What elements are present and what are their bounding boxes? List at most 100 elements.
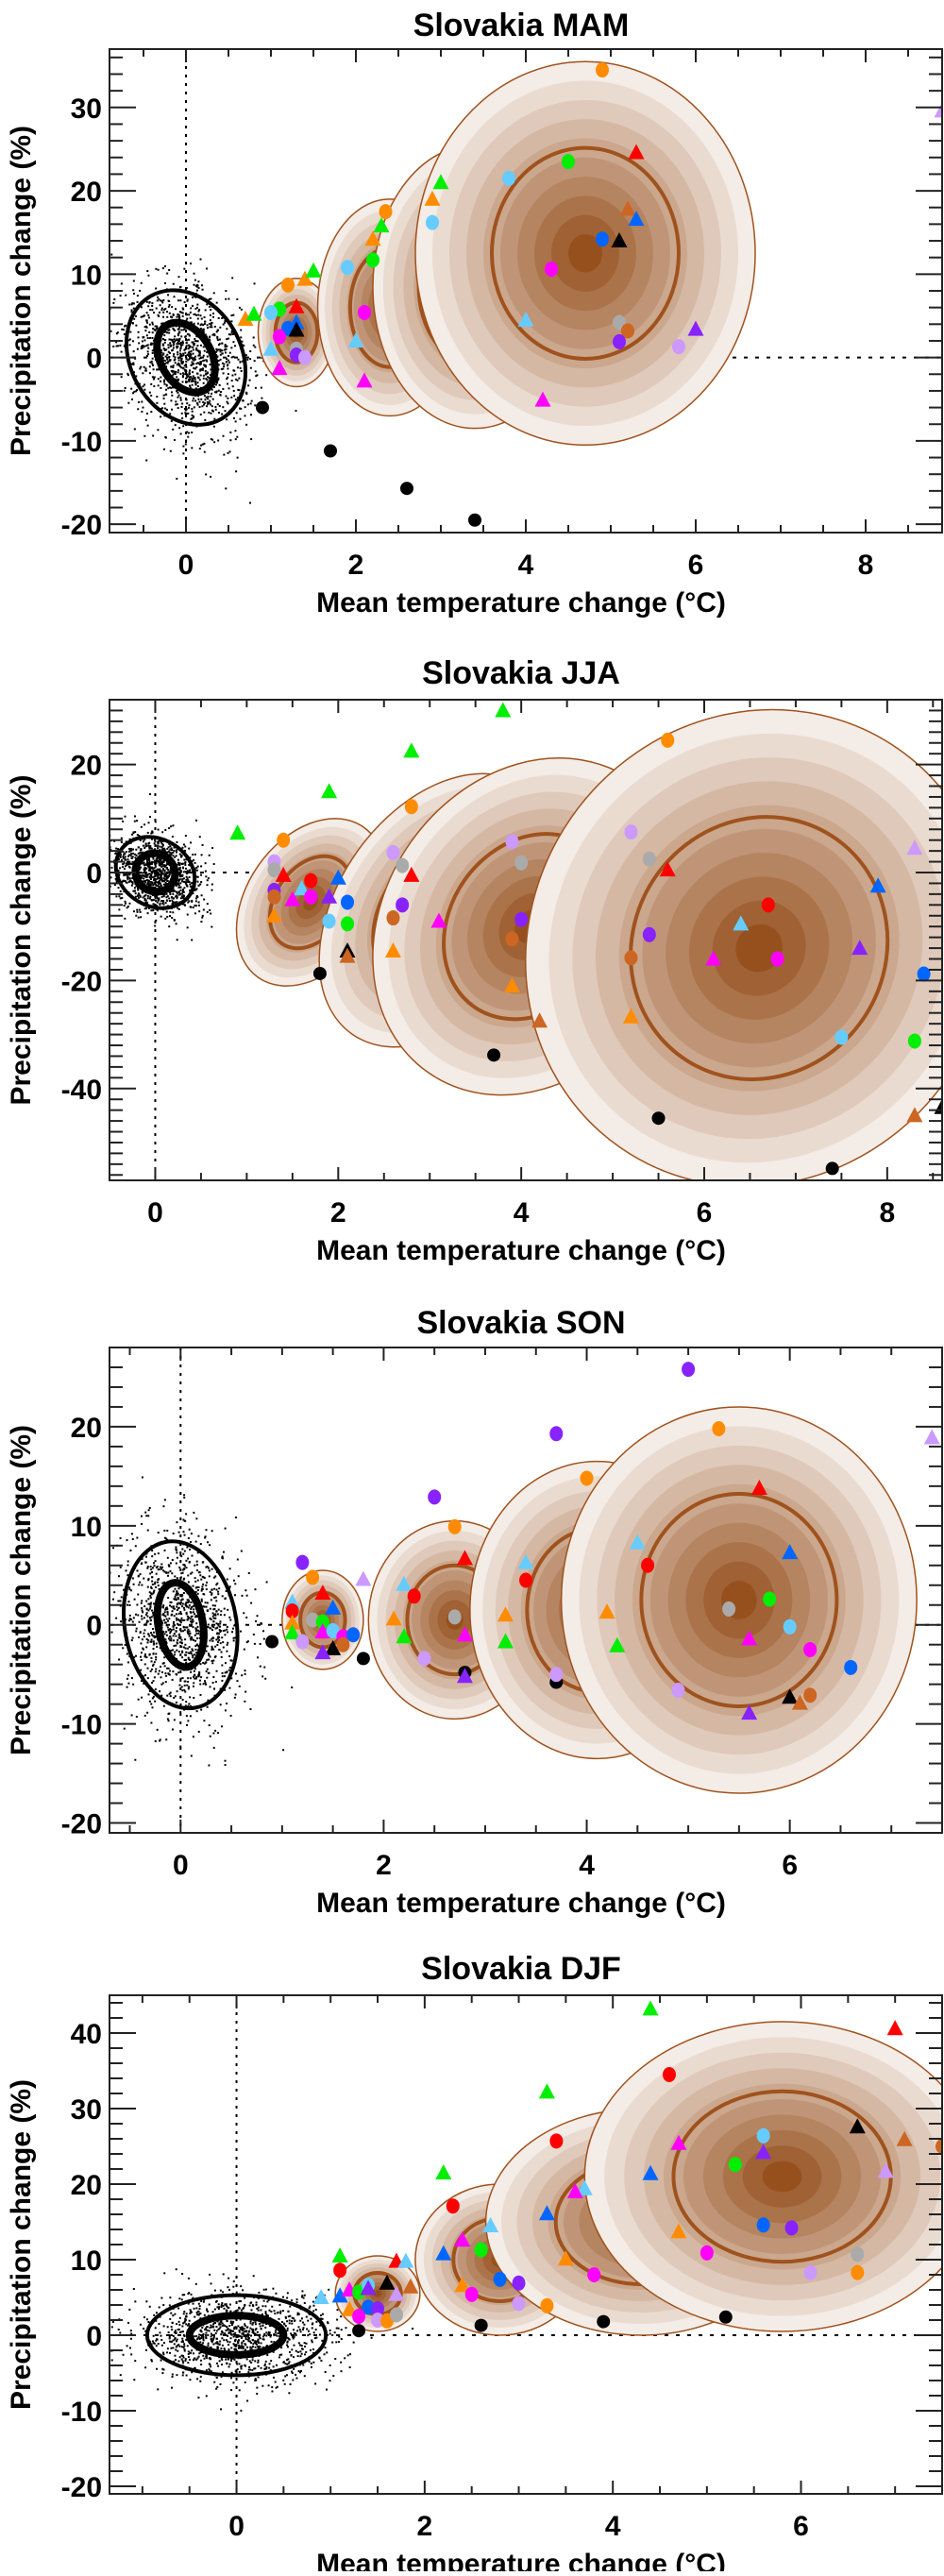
variability-sample-dot	[216, 381, 218, 383]
variability-sample-dot	[196, 1564, 198, 1566]
variability-sample-dot	[143, 823, 145, 825]
marker-circle-grey	[267, 862, 280, 877]
variability-sample-dot	[169, 849, 171, 851]
variability-sample-dot	[214, 1730, 216, 1732]
variability-sample-dot	[144, 330, 146, 331]
variability-sample-dot	[154, 840, 156, 842]
variability-sample-dot	[148, 302, 150, 304]
variability-sample-dot	[184, 1685, 186, 1686]
variability-sample-dot	[175, 424, 177, 426]
variability-sample-dot	[132, 1637, 134, 1639]
variability-sample-dot	[149, 793, 151, 795]
variability-sample-dot	[189, 345, 191, 347]
variability-sample-dot	[184, 348, 186, 350]
variability-sample-dot	[146, 270, 148, 272]
variability-sample-dot	[167, 1713, 169, 1715]
variability-sample-dot	[150, 874, 152, 876]
variability-sample-dot	[140, 2324, 142, 2326]
variability-sample-dot	[141, 1516, 143, 1517]
variability-sample-dot	[152, 323, 154, 325]
y-tick-label: 20	[71, 751, 102, 782]
variability-sample-dot	[249, 2360, 251, 2362]
variability-sample-dot	[140, 1669, 142, 1671]
variability-sample-dot	[178, 864, 180, 866]
variability-sample-dot	[152, 331, 154, 333]
variability-sample-dot	[184, 846, 186, 848]
variability-sample-dot	[172, 349, 174, 351]
variability-sample-dot	[216, 302, 218, 304]
variability-sample-dot	[222, 1675, 224, 1677]
variability-sample-dot	[324, 2353, 326, 2355]
variability-sample-dot	[212, 1649, 214, 1651]
variability-sample-dot	[173, 364, 175, 366]
variability-sample-dot	[160, 1666, 161, 1668]
variability-sample-dot	[172, 1729, 174, 1731]
variability-sample-dot	[190, 907, 192, 908]
variability-sample-dot	[104, 888, 106, 890]
variability-sample-dot	[180, 1602, 182, 1603]
variability-sample-dot	[212, 316, 214, 318]
variability-sample-dot	[104, 871, 106, 873]
variability-sample-dot	[158, 378, 160, 380]
variability-sample-dot	[99, 390, 101, 392]
variability-sample-dot	[157, 297, 159, 298]
variability-sample-dot	[135, 849, 137, 851]
variability-sample-dot	[200, 363, 202, 364]
variability-sample-dot	[215, 1638, 217, 1640]
variability-sample-dot	[211, 1649, 212, 1651]
variability-sample-dot	[181, 1689, 183, 1691]
variability-sample-dot	[110, 254, 112, 256]
variability-sample-dot	[206, 1588, 208, 1590]
variability-sample-dot	[130, 2330, 132, 2331]
variability-sample-dot	[181, 402, 183, 404]
variability-sample-dot	[136, 389, 138, 391]
marker-circle-lavender	[549, 1667, 563, 1682]
variability-sample-dot	[166, 1530, 168, 1532]
variability-sample-dot	[162, 299, 164, 301]
variability-sample-dot	[341, 2329, 343, 2330]
variability-sample-dot	[194, 1670, 195, 1672]
variability-sample-dot	[145, 1515, 147, 1517]
variability-sample-dot	[194, 367, 196, 369]
variability-sample-dot	[175, 308, 177, 310]
variability-sample-dot	[180, 1613, 182, 1615]
variability-sample-dot	[248, 2330, 250, 2332]
variability-sample-dot	[194, 1674, 195, 1676]
variability-sample-dot	[236, 412, 238, 414]
variability-sample-dot	[171, 306, 173, 308]
variability-sample-dot	[194, 1635, 196, 1636]
variability-sample-dot	[177, 1593, 179, 1595]
variability-sample-dot	[177, 2308, 179, 2310]
variability-sample-dot	[197, 1589, 199, 1591]
variability-sample-dot	[299, 2320, 301, 2322]
plot-area	[89, 1995, 944, 2494]
variability-sample-dot	[177, 1623, 178, 1625]
y-tick-label: 20	[71, 177, 102, 208]
variability-sample-dot	[226, 1703, 228, 1704]
variability-sample-dot	[186, 1613, 188, 1615]
variability-sample-dot	[194, 1577, 196, 1579]
variability-sample-dot	[178, 359, 180, 361]
variability-sample-dot	[184, 1644, 186, 1646]
variability-sample-dot	[172, 1559, 174, 1561]
variability-sample-dot	[260, 2309, 261, 2311]
variability-sample-dot	[183, 1564, 185, 1566]
variability-sample-dot	[189, 404, 191, 406]
variability-sample-dot	[229, 1568, 231, 1569]
variability-sample-dot	[183, 1579, 185, 1581]
variability-sample-dot	[128, 881, 130, 883]
variability-sample-dot	[270, 2360, 272, 2362]
y-tick-label: 0	[86, 858, 102, 890]
variability-sample-dot	[225, 1760, 227, 1762]
variability-sample-dot	[229, 2341, 231, 2343]
variability-sample-dot	[201, 917, 203, 919]
variability-sample-dot	[165, 389, 167, 391]
variability-sample-dot	[167, 1620, 169, 1622]
variability-sample-dot	[234, 1594, 236, 1596]
variability-sample-dot	[151, 361, 153, 363]
variability-sample-dot	[191, 1636, 193, 1638]
variability-sample-dot	[212, 1660, 214, 1662]
variability-sample-dot	[295, 2350, 297, 2352]
variability-sample-dot	[210, 912, 211, 914]
